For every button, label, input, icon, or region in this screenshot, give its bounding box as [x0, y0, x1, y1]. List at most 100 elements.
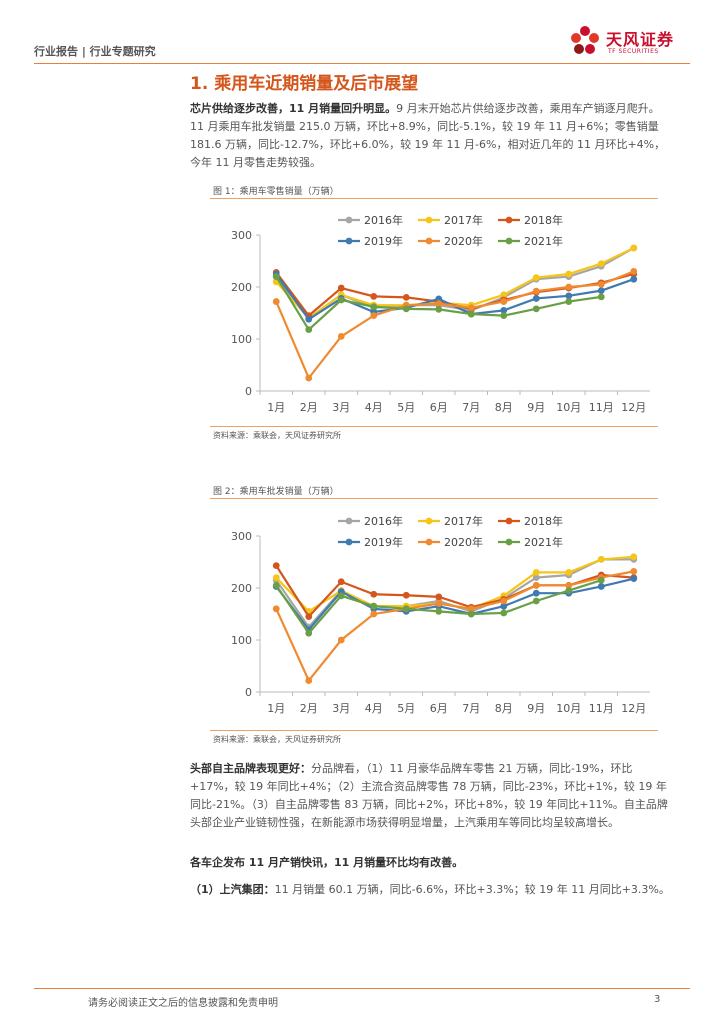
legend-label: 2021年 [524, 234, 563, 248]
series-2016年 [272, 244, 638, 322]
footer-divider [34, 988, 690, 989]
header-divider [34, 63, 690, 64]
x-tick-label: 8月 [495, 401, 513, 414]
paragraph-body: 分品牌看，（1）11 月豪华品牌车零售 21 万辆，同比-19%，环比+17%，… [190, 762, 668, 829]
figure2-bottom-rule [210, 730, 658, 731]
data-point [532, 295, 540, 302]
data-point [402, 294, 410, 301]
x-tick-label: 1月 [267, 401, 285, 414]
x-tick-label: 9月 [527, 702, 545, 715]
data-point [402, 605, 410, 613]
paragraph-domestic-brands: 头部自主品牌表现更好：分品牌看，（1）11 月豪华品牌车零售 21 万辆，同比-… [190, 760, 668, 832]
legend-label: 2021年 [524, 535, 563, 549]
data-point [305, 613, 313, 620]
data-point [272, 605, 280, 613]
legend-item: 2020年 [418, 234, 483, 248]
data-point [565, 270, 573, 278]
legend-item: 2018年 [498, 213, 563, 227]
data-point [532, 574, 540, 581]
x-tick-label: 12月 [621, 702, 646, 715]
series-2019年 [272, 270, 638, 323]
legend-item: 2016年 [338, 213, 403, 227]
data-point [272, 582, 280, 589]
x-tick-label: 11月 [589, 702, 614, 715]
data-point [305, 629, 313, 637]
legend-swatch-marker [505, 216, 513, 224]
x-tick-label: 1月 [267, 702, 285, 715]
page-number: 3 [654, 994, 661, 1005]
x-tick-label: 12月 [621, 401, 646, 414]
data-point [337, 578, 345, 586]
legend-swatch-marker [345, 517, 353, 525]
y-tick-label: 100 [231, 333, 252, 346]
series-2021年 [272, 273, 605, 334]
logo-chinese-text: 天风证券 [606, 30, 675, 49]
data-point [435, 305, 443, 313]
data-point [532, 597, 540, 605]
data-point [500, 307, 508, 314]
data-point [435, 600, 443, 607]
data-point [370, 602, 378, 610]
data-point [467, 605, 475, 613]
figure2-source: 资料来源：乘联会，天风证券研究所 [213, 735, 341, 744]
data-point [565, 292, 573, 300]
paragraph-automakers: 各车企发布 11 月产销快讯，11 月销量环比均有改善。 [190, 854, 668, 872]
x-tick-label: 11月 [589, 401, 614, 414]
data-point [337, 284, 345, 292]
paragraph-lead: （1）上汽集团： [190, 883, 275, 896]
x-tick-label: 8月 [495, 702, 513, 715]
data-point [337, 296, 345, 304]
legend-label: 2018年 [524, 514, 563, 528]
x-tick-label: 3月 [332, 702, 350, 715]
legend-label: 2018年 [524, 213, 563, 227]
legend-swatch-marker [425, 538, 433, 546]
data-point [597, 281, 605, 288]
paragraph-chip-supply: 芯片供给逐步改善，11 月销量回升明显。9 月末开始芯片供给逐步改善，乘用车产销… [190, 100, 668, 172]
data-point [370, 312, 378, 319]
data-point [500, 609, 508, 617]
x-tick-label: 9月 [527, 401, 545, 414]
paragraph-lead: 芯片供给逐步改善，11 月销量回升明显。 [190, 102, 397, 115]
data-point [435, 295, 443, 303]
data-point [500, 597, 508, 605]
data-point [305, 374, 313, 382]
legend-item: 2019年 [338, 535, 403, 549]
data-point [532, 287, 540, 295]
legend-label: 2019年 [364, 234, 403, 248]
legend-item: 2021年 [498, 234, 563, 248]
data-point [500, 291, 508, 299]
data-point [532, 589, 540, 597]
legend-item: 2016年 [338, 514, 403, 528]
y-tick-label: 0 [245, 686, 252, 699]
series-line [275, 247, 635, 320]
legend-label: 2016年 [364, 213, 403, 227]
data-point [532, 569, 540, 576]
paragraph-lead: 头部自主品牌表现更好： [190, 762, 311, 775]
figure1-title: 图 1：乘用车零售销量（万辆） [213, 187, 339, 197]
legend-item: 2021年 [498, 535, 563, 549]
data-point [370, 610, 378, 618]
series-line [275, 270, 635, 381]
data-point [435, 593, 443, 601]
tf-logo: 天风证券 TF SECURITIES [568, 24, 688, 62]
data-point [630, 567, 638, 575]
data-point [532, 582, 540, 589]
data-point [630, 553, 638, 561]
series-2021年 [272, 576, 605, 637]
data-point [272, 298, 280, 305]
x-tick-label: 10月 [556, 702, 581, 715]
data-point [402, 591, 410, 599]
legend-swatch-marker [425, 517, 433, 525]
x-tick-label: 5月 [397, 401, 415, 414]
data-point [630, 244, 638, 252]
legend-label: 2017年 [444, 514, 483, 528]
series-line [275, 577, 635, 632]
x-tick-label: 10月 [556, 401, 581, 414]
x-tick-label: 7月 [462, 702, 480, 715]
data-point [402, 305, 410, 313]
data-point [305, 677, 313, 684]
paragraph-lead: 各车企发布 11 月产销快讯，11 月销量环比均有改善。 [190, 856, 464, 869]
legend-swatch-marker [345, 216, 353, 224]
y-tick-label: 0 [245, 385, 252, 398]
data-point [597, 556, 605, 563]
